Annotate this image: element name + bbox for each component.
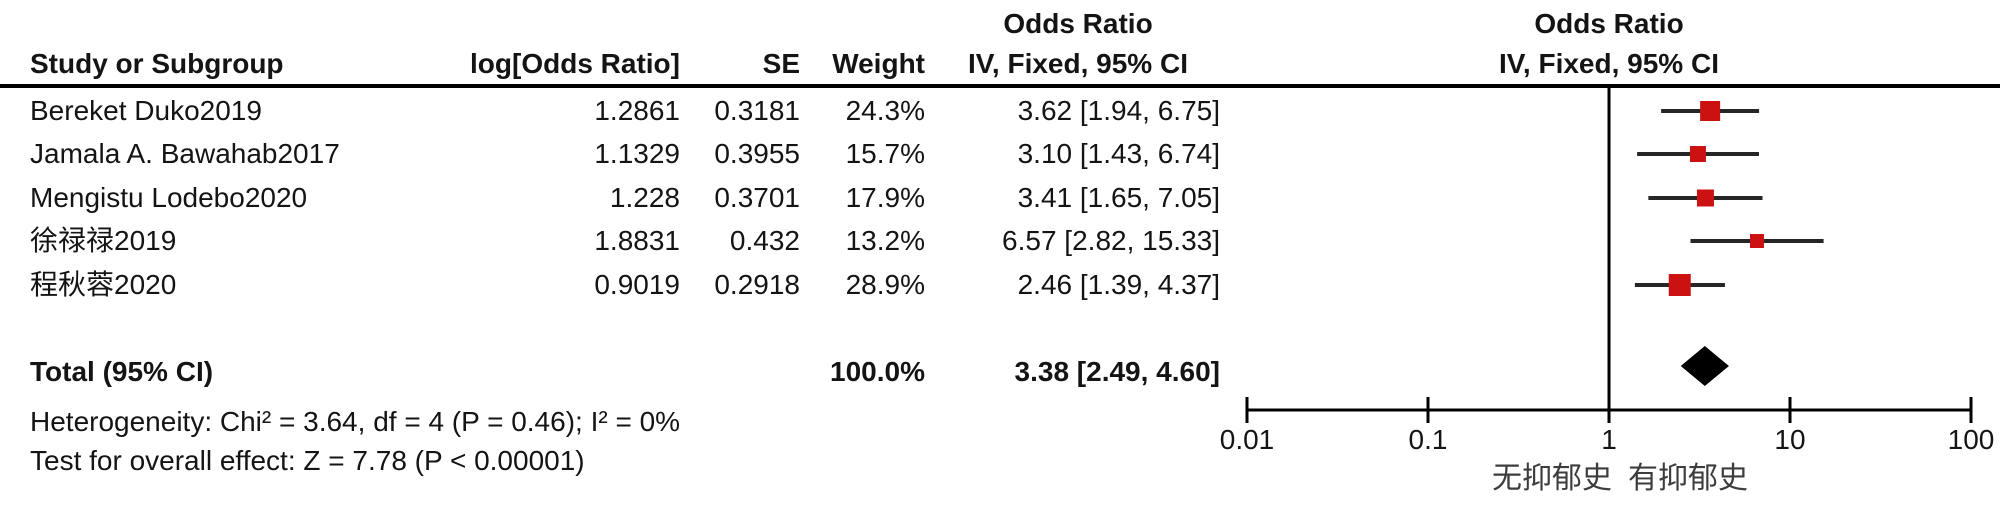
x-axis-tick-label: 100	[1947, 424, 1995, 455]
column-header-weight: Weight	[832, 48, 925, 79]
column-header-log-or: log[Odds Ratio]	[470, 48, 680, 79]
axis-right-direction-label: 有抑郁史	[1628, 461, 1748, 496]
column-header-se: SE	[762, 48, 800, 79]
x-axis-tick-label: 10	[1774, 424, 1806, 455]
total-weight: 100.0%	[830, 356, 925, 387]
study-se: 0.3955	[714, 138, 800, 169]
study-weight: 17.9%	[845, 182, 925, 213]
x-axis-tick-label: 1	[1601, 424, 1617, 455]
study-name: Jamala A. Bawahab2017	[30, 138, 340, 169]
total-ci-text: 3.38 [2.49, 4.60]	[1014, 356, 1220, 387]
study-ci-text: 2.46 [1.39, 4.37]	[1017, 269, 1220, 300]
right-model-title: IV, Fixed, 95% CI	[1499, 48, 1719, 79]
header-rule	[0, 84, 2000, 88]
study-weight: 15.7%	[845, 138, 925, 169]
left-effect-title: Odds Ratio	[1003, 8, 1153, 39]
effect-marker	[1749, 234, 1764, 248]
study-weight: 28.9%	[845, 269, 925, 300]
study-name: 程秋蓉2020	[30, 269, 177, 300]
study-ci-text: 3.10 [1.43, 6.74]	[1017, 138, 1220, 169]
left-model-title: IV, Fixed, 95% CI	[968, 48, 1188, 79]
right-effect-title: Odds Ratio	[1534, 8, 1684, 39]
study-log-or: 1.1329	[594, 138, 680, 169]
effect-marker	[1700, 101, 1721, 121]
study-log-or: 1.228	[609, 182, 680, 213]
axis-left-direction-label: 无抑郁史	[1492, 461, 1612, 496]
study-se: 0.3701	[714, 182, 800, 213]
study-ci-text: 3.62 [1.94, 6.75]	[1017, 95, 1220, 126]
study-weight: 24.3%	[845, 95, 925, 126]
heterogeneity-text: Heterogeneity: Chi² = 3.64, df = 4 (P = …	[30, 406, 681, 437]
overall-effect-text: Test for overall effect: Z = 7.78 (P < 0…	[30, 445, 585, 476]
study-name: 徐禄禄2019	[30, 225, 177, 256]
study-ci-text: 6.57 [2.82, 15.33]	[1002, 225, 1220, 256]
study-se: 0.432	[729, 225, 800, 256]
study-name: Mengistu Lodebo2020	[30, 182, 308, 213]
study-se: 0.2918	[714, 269, 800, 300]
study-weight: 13.2%	[845, 225, 925, 256]
x-axis-tick-label: 0.1	[1408, 424, 1448, 455]
study-se: 0.3181	[714, 95, 800, 126]
effect-marker	[1696, 189, 1714, 207]
study-log-or: 1.2861	[594, 95, 680, 126]
column-header-study: Study or Subgroup	[30, 48, 284, 79]
study-name: Bereket Duko2019	[30, 95, 262, 126]
effect-marker	[1668, 274, 1691, 296]
total-label: Total (95% CI)	[30, 356, 214, 387]
x-axis-tick-label: 0.01	[1219, 424, 1275, 455]
study-ci-text: 3.41 [1.65, 7.05]	[1017, 182, 1220, 213]
total-diamond	[1680, 346, 1729, 386]
effect-marker	[1689, 146, 1706, 162]
study-log-or: 1.8831	[594, 225, 680, 256]
study-log-or: 0.9019	[594, 269, 680, 300]
